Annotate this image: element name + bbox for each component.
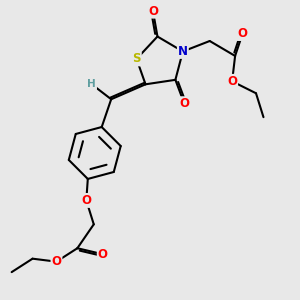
Text: O: O [179, 97, 189, 110]
Text: O: O [238, 27, 248, 40]
Text: O: O [227, 75, 237, 88]
Text: N: N [178, 45, 188, 58]
Text: S: S [132, 52, 141, 65]
Text: H: H [87, 79, 96, 89]
Text: O: O [148, 4, 158, 18]
Text: O: O [81, 194, 91, 207]
Text: O: O [51, 255, 62, 268]
Text: O: O [98, 248, 108, 261]
